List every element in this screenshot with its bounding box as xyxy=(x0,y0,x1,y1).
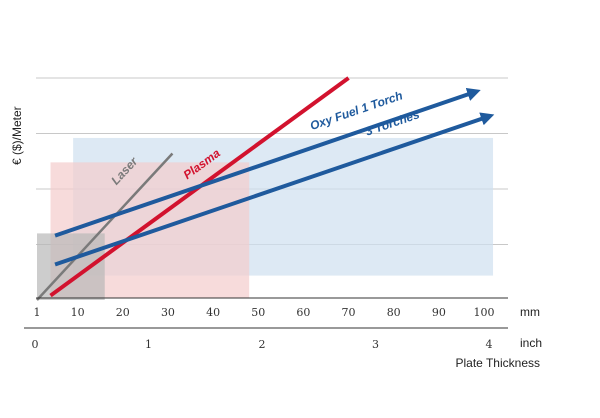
mm-tick-label: 30 xyxy=(161,306,175,319)
mm-tick-label: 60 xyxy=(296,306,310,319)
series-line-laser xyxy=(36,152,174,301)
mm-tick-label: 80 xyxy=(387,306,401,319)
mm-tick-labels: 1 10 20 30 40 50 60 70 80 90 100 xyxy=(34,306,495,319)
mm-tick-label: 40 xyxy=(206,306,220,319)
y-axis-title: € ($)/Meter xyxy=(10,106,24,165)
inch-tick-label: 3 xyxy=(372,338,379,351)
inch-tick-label: 2 xyxy=(259,338,266,351)
mm-tick-label: 90 xyxy=(432,306,446,319)
x-axis-title: Plate Thickness xyxy=(456,356,541,370)
mm-tick-label: 70 xyxy=(342,306,356,319)
inch-tick-label: 0 xyxy=(32,338,39,351)
mm-tick-label: 1 xyxy=(34,306,41,319)
series-lines xyxy=(36,76,495,301)
mm-tick-label: 10 xyxy=(71,306,85,319)
mm-tick-label: 50 xyxy=(251,306,265,319)
mm-tick-label: 20 xyxy=(116,306,130,319)
inch-unit-label: inch xyxy=(520,336,542,350)
inch-tick-label: 4 xyxy=(486,338,493,351)
mm-unit-label: mm xyxy=(520,305,540,319)
inch-tick-labels: 0 1 2 3 4 xyxy=(32,338,493,351)
inch-tick-label: 1 xyxy=(145,338,152,351)
series-line-oxy-fuel-1-torch xyxy=(54,87,481,238)
series-line-3-torches xyxy=(54,112,495,267)
mm-tick-label: 100 xyxy=(474,306,495,319)
